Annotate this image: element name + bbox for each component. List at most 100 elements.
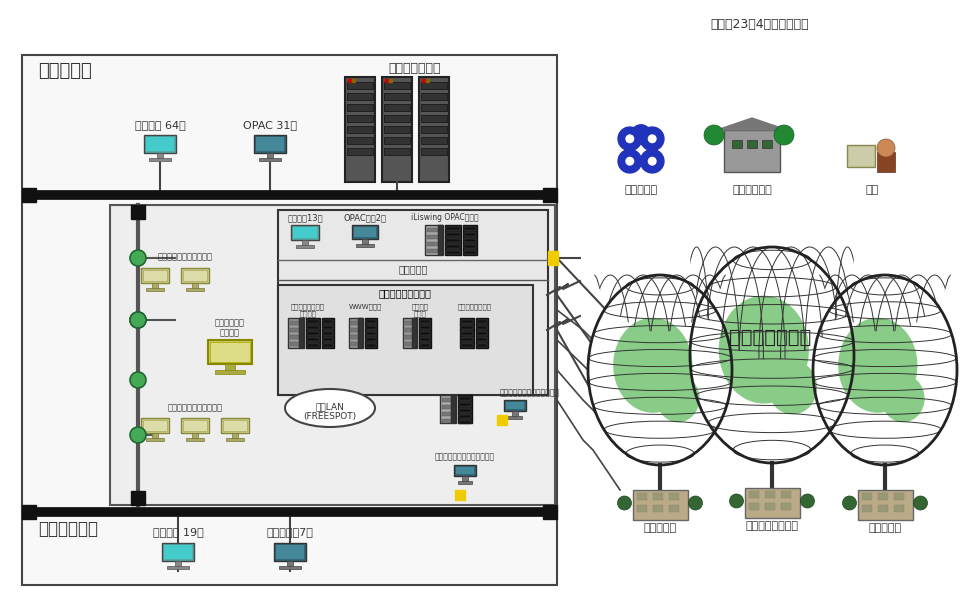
Text: 府民: 府民	[865, 185, 878, 195]
Bar	[732, 140, 742, 148]
Bar	[290, 342, 302, 346]
Circle shape	[774, 125, 794, 145]
Circle shape	[730, 494, 743, 508]
Bar	[296, 245, 314, 248]
Bar	[131, 205, 145, 219]
Bar	[454, 465, 476, 476]
Circle shape	[914, 496, 927, 510]
Bar	[347, 137, 373, 144]
Bar	[405, 321, 415, 325]
Bar	[464, 239, 476, 242]
Bar	[442, 398, 454, 402]
Bar	[276, 545, 304, 559]
Text: 情報提供系システム: 情報提供系システム	[378, 288, 431, 298]
Bar	[348, 79, 351, 82]
Bar	[427, 228, 441, 232]
Bar	[288, 318, 304, 348]
Bar	[476, 318, 488, 348]
Bar	[291, 225, 319, 240]
Bar	[192, 433, 198, 438]
Bar	[894, 493, 903, 500]
Bar	[460, 318, 474, 348]
Circle shape	[130, 372, 146, 388]
Bar	[152, 433, 158, 438]
Bar	[347, 115, 373, 122]
Bar	[456, 467, 474, 474]
Bar	[384, 148, 410, 155]
Bar	[323, 332, 333, 335]
Bar	[425, 225, 443, 255]
Bar	[847, 145, 875, 167]
Text: 業務端末 19台: 業務端末 19台	[153, 527, 204, 537]
Bar	[421, 115, 447, 122]
Bar	[461, 332, 473, 335]
Bar	[405, 335, 415, 339]
Bar	[347, 126, 373, 133]
Bar	[458, 395, 472, 423]
Bar	[894, 505, 903, 512]
Text: 地域情報端末
参照機能: 地域情報端末 参照機能	[215, 318, 245, 337]
Bar	[405, 342, 415, 346]
Bar	[110, 205, 555, 505]
Bar	[323, 344, 333, 347]
Bar	[323, 320, 333, 323]
Bar	[185, 438, 204, 441]
Bar	[181, 418, 209, 433]
Bar	[307, 332, 319, 335]
Bar	[143, 270, 167, 281]
Bar	[287, 561, 293, 566]
Bar	[459, 409, 471, 412]
Bar	[477, 320, 487, 323]
Ellipse shape	[768, 361, 817, 415]
Bar	[307, 326, 319, 329]
Bar	[175, 561, 181, 566]
Bar	[446, 251, 460, 254]
Circle shape	[130, 250, 146, 266]
Polygon shape	[717, 118, 787, 130]
Bar	[445, 225, 461, 255]
Bar	[653, 493, 662, 500]
Bar	[861, 493, 872, 500]
Bar	[877, 152, 895, 172]
Bar	[143, 420, 167, 431]
Bar	[366, 338, 376, 341]
Bar	[146, 288, 164, 291]
Circle shape	[704, 125, 724, 145]
Text: 大学図書館: 大学図書館	[869, 523, 901, 533]
Bar	[422, 79, 425, 82]
Circle shape	[688, 496, 703, 510]
Bar	[345, 77, 375, 182]
Bar	[352, 79, 355, 82]
Bar	[512, 411, 518, 416]
Bar	[749, 503, 758, 510]
Bar	[421, 93, 447, 100]
Bar	[668, 505, 679, 512]
Text: 兜選文字部: 兜選文字部	[398, 264, 428, 274]
Bar	[747, 140, 757, 148]
Bar	[419, 77, 449, 182]
Bar	[366, 320, 376, 323]
Bar	[352, 225, 378, 239]
Bar	[322, 318, 334, 348]
Circle shape	[801, 494, 814, 508]
Bar	[412, 318, 417, 348]
Bar	[384, 137, 410, 144]
Bar	[347, 93, 373, 100]
Bar	[358, 318, 363, 348]
Bar	[347, 82, 373, 89]
Bar	[389, 79, 392, 82]
Bar	[455, 490, 465, 500]
Bar	[461, 320, 473, 323]
Ellipse shape	[613, 317, 692, 413]
Bar	[420, 332, 430, 335]
Bar	[167, 566, 189, 569]
Bar	[274, 543, 306, 561]
Bar	[446, 227, 460, 230]
Bar	[506, 402, 524, 409]
Bar	[384, 115, 410, 122]
Text: 国会図書館: 国会図書館	[643, 523, 677, 533]
Bar	[442, 412, 454, 416]
Bar	[22, 55, 557, 585]
Bar	[459, 421, 471, 424]
Bar	[267, 153, 273, 158]
